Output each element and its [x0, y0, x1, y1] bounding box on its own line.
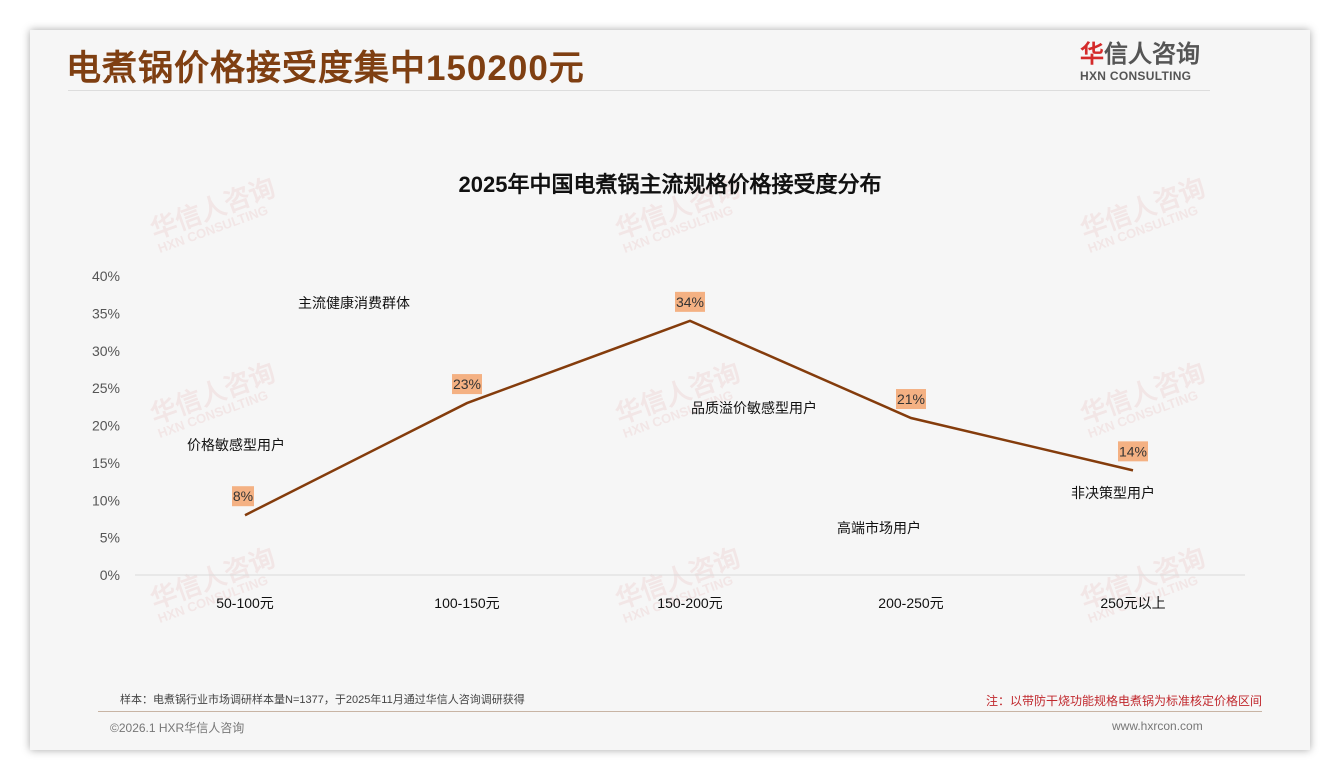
website-link[interactable]: www.hxrcon.com: [1112, 719, 1203, 733]
data-label: 23%: [453, 376, 481, 392]
chart-title: 2025年中国电煮锅主流规格价格接受度分布: [458, 172, 882, 197]
data-label: 34%: [676, 294, 704, 310]
data-label-bg: [675, 291, 705, 312]
data-label-bg: [1118, 441, 1148, 462]
data-label: 14%: [1119, 443, 1147, 459]
y-tick-label: 20%: [92, 418, 120, 434]
copyright: ©2026.1 HXR华信人咨询: [110, 721, 245, 735]
y-tick-label: 0%: [100, 567, 120, 583]
logo: 华信人咨询 HXN CONSULTING: [1080, 34, 1200, 83]
x-tick-label: 250元以上: [1100, 595, 1165, 611]
y-tick-label: 30%: [92, 343, 120, 359]
y-tick-label: 35%: [92, 305, 120, 321]
x-tick-label: 100-150元: [434, 595, 499, 611]
annotation: 主流健康消费群体: [298, 295, 410, 311]
logo-en: HXN CONSULTING: [1080, 69, 1192, 83]
logo-red: 华: [1080, 41, 1104, 68]
series-line: [244, 319, 1134, 517]
data-label-bg: [452, 374, 482, 395]
y-tick-label: 5%: [100, 530, 120, 546]
annotation: 品质溢价敏感型用户: [691, 400, 817, 416]
x-tick-label: 150-200元: [657, 595, 722, 611]
y-tick-label: 10%: [92, 492, 120, 508]
y-tick-label: 40%: [92, 268, 120, 284]
data-label-bg: [896, 389, 926, 410]
logo-cn: 信人咨询: [1104, 41, 1200, 68]
y-tick-label: 15%: [92, 455, 120, 471]
y-tick-label: 25%: [92, 380, 120, 396]
annotation: 价格敏感型用户: [187, 437, 285, 453]
x-tick-label: 200-250元: [878, 595, 943, 611]
data-label: 21%: [897, 391, 925, 407]
footer-divider: [98, 711, 1262, 712]
annotation: 非决策型用户: [1071, 485, 1155, 501]
x-tick-label: 50-100元: [216, 595, 274, 611]
data-label-bg: [232, 486, 254, 507]
sample-note: 样本：电煮锅行业市场调研样本量N=1377，于2025年11月通过华信人咨询调研…: [120, 694, 525, 706]
divider: [68, 90, 1210, 91]
footnote: 注：以带防干烧功能规格电煮锅为标准核定价格区间: [985, 694, 1262, 708]
annotation: 高端市场用户: [837, 520, 921, 536]
data-label: 8%: [233, 488, 253, 504]
slide: [30, 30, 1310, 750]
page-title: 电煮锅价格接受度集中150200元: [66, 49, 585, 88]
